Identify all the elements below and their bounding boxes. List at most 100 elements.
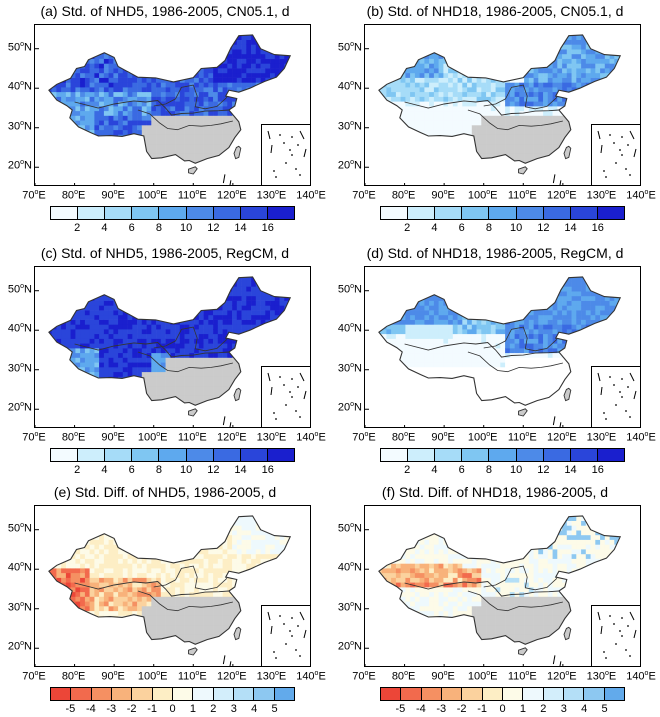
grid-cell	[414, 77, 420, 83]
grid-cell	[424, 72, 430, 78]
grid-cell	[509, 106, 515, 112]
grid-cell	[48, 276, 52, 278]
grid-cell	[156, 91, 162, 97]
grid-cell	[103, 162, 109, 164]
grid-cell	[279, 333, 285, 339]
grid-cell	[208, 295, 214, 301]
grid-cell	[194, 357, 200, 363]
grid-cell	[576, 134, 582, 140]
grid-cell	[127, 77, 133, 83]
grid-cell	[410, 68, 416, 74]
grid-cell	[151, 305, 157, 311]
grid-cell	[84, 106, 90, 112]
grid-cell	[274, 319, 280, 325]
grid-cell	[208, 404, 214, 406]
grid-cell	[137, 106, 143, 112]
grid-cell	[260, 63, 266, 69]
grid-cell	[165, 148, 171, 154]
grid-cell	[122, 115, 128, 121]
grid-cell	[265, 310, 271, 316]
grid-cell	[405, 168, 410, 173]
grid-cell	[179, 338, 185, 344]
grid-cell	[241, 357, 247, 363]
grid-cell	[165, 106, 171, 112]
grid-cell	[99, 281, 105, 287]
grid-cell	[141, 348, 147, 354]
grid-cell	[476, 39, 482, 45]
grid-cell	[213, 352, 219, 358]
grid-cell	[274, 82, 280, 88]
grid-cell	[386, 115, 392, 121]
grid-cell	[576, 77, 582, 83]
grid-cell	[170, 115, 176, 121]
grid-cell	[533, 68, 539, 74]
grid-cell	[141, 276, 147, 278]
grid-cell	[378, 139, 382, 145]
grid-cell	[194, 134, 200, 140]
grid-cell	[571, 110, 577, 116]
grid-cell	[222, 376, 228, 382]
grid-cell	[61, 352, 67, 358]
grid-cell	[519, 148, 525, 154]
grid-cell	[543, 134, 549, 140]
grid-cell	[189, 338, 195, 344]
grid-cell	[198, 134, 204, 140]
grid-cell	[614, 53, 620, 59]
grid-cell	[203, 96, 209, 102]
grid-cell	[80, 333, 86, 339]
grid-cell	[524, 77, 530, 83]
grid-cell	[146, 329, 152, 335]
grid-cell	[509, 39, 515, 45]
grid-cell	[48, 49, 52, 55]
grid-cell	[410, 153, 416, 159]
grid-cell	[604, 49, 610, 55]
grid-cell	[595, 58, 601, 64]
grid-cell	[48, 139, 52, 145]
grid-cell	[89, 352, 95, 358]
grid-cell	[146, 158, 152, 164]
grid-cell	[56, 106, 62, 112]
grid-cell	[609, 34, 615, 40]
grid-cell	[519, 96, 525, 102]
grid-cell	[137, 68, 143, 74]
grid-cell	[246, 77, 252, 83]
grid-cell	[99, 338, 105, 344]
grid-cell	[448, 72, 454, 78]
grid-cell	[189, 385, 195, 391]
grid-cell	[533, 34, 539, 36]
grid-cell	[232, 168, 237, 173]
grid-cell	[246, 120, 252, 126]
grid-cell	[590, 87, 596, 93]
grid-cell	[51, 343, 57, 349]
grid-cell	[160, 44, 166, 50]
grid-cell	[151, 134, 157, 140]
grid-cell	[414, 101, 420, 107]
grid-cell	[94, 286, 100, 292]
grid-cell	[236, 348, 242, 354]
grid-cell	[533, 53, 539, 59]
grid-cell	[203, 134, 209, 140]
grid-cell	[410, 72, 416, 78]
grid-cell	[576, 120, 582, 126]
grid-cell	[65, 324, 71, 330]
grid-cell	[132, 310, 138, 316]
grid-cell	[208, 158, 214, 164]
grid-cell	[543, 139, 549, 145]
grid-cell	[203, 276, 209, 278]
grid-cell	[251, 314, 257, 320]
grid-cell	[84, 281, 90, 287]
grid-cell	[179, 348, 185, 354]
grid-cell	[99, 129, 105, 135]
grid-cell	[452, 120, 458, 126]
grid-cell	[146, 348, 152, 354]
grid-cell	[241, 110, 247, 116]
grid-cell	[400, 139, 406, 145]
grid-cell	[289, 34, 291, 36]
grid-cell	[270, 276, 276, 282]
grid-cell	[61, 106, 67, 112]
grid-cell	[217, 324, 223, 330]
grid-cell	[246, 96, 252, 102]
grid-cell	[585, 34, 591, 36]
grid-cell	[175, 291, 181, 297]
grid-cell	[562, 115, 568, 121]
